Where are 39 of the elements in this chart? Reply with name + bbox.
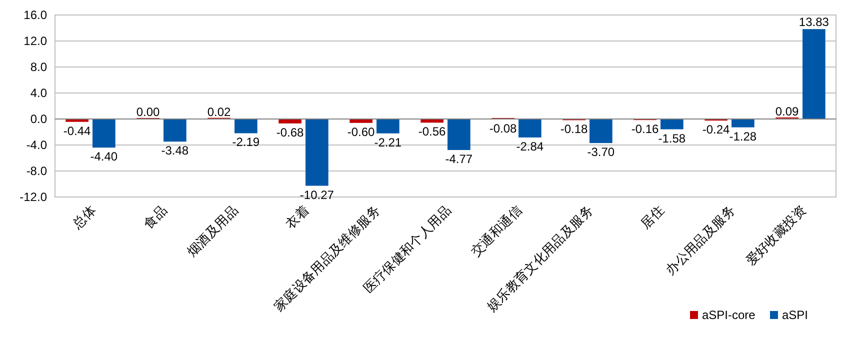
data-label: -0.56 [418, 124, 446, 139]
data-label: -10.27 [300, 188, 334, 202]
data-label: -3.48 [161, 144, 189, 158]
data-label: -2.21 [374, 135, 402, 150]
y-tick-label: 16.0 [24, 8, 48, 22]
y-tick-label: 0.0 [30, 112, 48, 126]
x-tick-label: 衣着 [282, 202, 312, 232]
x-tick-label: 总体 [68, 202, 99, 232]
data-label: -1.28 [729, 129, 757, 144]
x-tick-label: 交通和通信 [468, 202, 525, 260]
data-label: 0.00 [136, 105, 160, 119]
y-tick-label: -12.0 [20, 190, 48, 204]
data-label: -0.24 [702, 122, 730, 137]
y-tick-label: 4.0 [30, 86, 48, 100]
data-label: -4.77 [445, 152, 473, 166]
data-label: -1.58 [658, 131, 686, 146]
data-label: -0.18 [560, 122, 588, 136]
data-label: -3.70 [587, 145, 615, 160]
x-tick-label: 烟酒及用品 [184, 202, 241, 260]
y-tick-label: -8.0 [26, 164, 48, 178]
x-tick-label: 爱好收藏投资 [742, 202, 809, 268]
data-label: 0.02 [207, 104, 232, 119]
legend-label: aSPI-core [702, 308, 756, 322]
data-label: 0.09 [775, 104, 800, 118]
legend-label: aSPI [782, 308, 808, 322]
y-tick-label: -4.0 [26, 138, 48, 152]
data-label: -2.84 [516, 139, 544, 154]
y-tick-label: 8.0 [30, 60, 48, 74]
data-label: -0.44 [63, 124, 92, 138]
x-tick-label: 食品 [140, 202, 170, 232]
data-label: -2.19 [232, 135, 260, 150]
data-label: 13.83 [798, 15, 830, 30]
data-label: -0.16 [631, 122, 660, 136]
data-label: -4.40 [90, 150, 118, 164]
x-tick-label: 居住 [638, 202, 667, 232]
y-tick-label: 12.0 [24, 34, 48, 48]
data-label: -0.68 [276, 125, 304, 140]
data-label: -0.08 [489, 122, 518, 136]
data-label: -0.60 [347, 124, 376, 139]
